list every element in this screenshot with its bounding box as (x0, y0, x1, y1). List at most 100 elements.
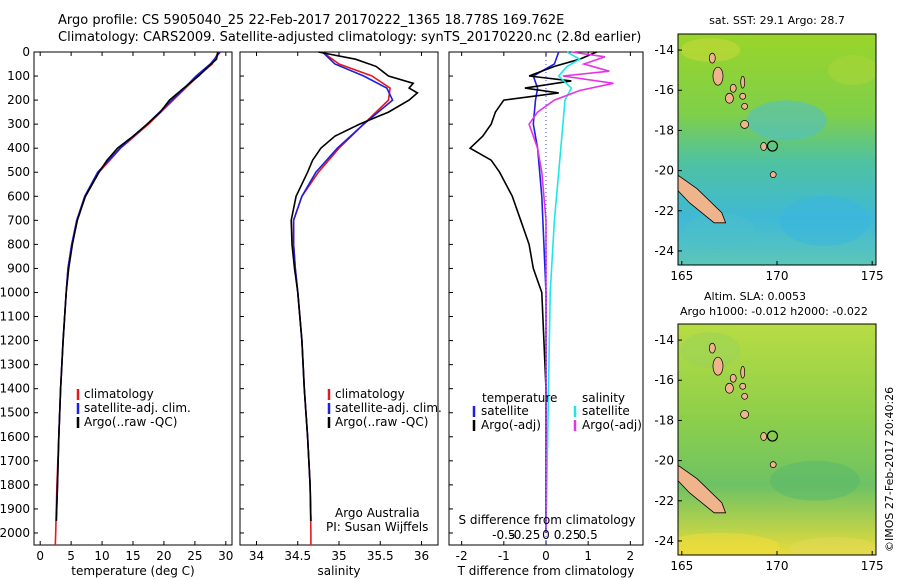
x-tick-label-difference: 1 (584, 549, 592, 563)
island-vanuatu (708, 342, 716, 354)
legend-label-temperature: satellite-adj. clim. (84, 401, 191, 415)
map-title-line-2-sla_map: Argo h1000: -0.012 h2000: -0.022 (680, 305, 868, 318)
map-texture-blob (779, 195, 870, 246)
map-x-tick-label-sst_map: 165 (670, 269, 693, 283)
map-texture-blob (789, 536, 876, 555)
map-y-tick-label-sla_map: -22 (654, 494, 674, 508)
x-axis-label-difference: T difference from climatology (457, 564, 635, 578)
secondary-tick-label-difference: 0.5 (579, 528, 598, 542)
x-tick-label-salinity: 35.5 (367, 549, 394, 563)
legend-label-temperature: Argo(..raw -QC) (84, 415, 177, 429)
y-tick-label: 1400 (0, 382, 30, 396)
x-tick-label-temperature: 20 (156, 549, 171, 563)
island-vanuatu (760, 142, 768, 151)
map-texture-blob (684, 212, 755, 249)
island-vanuatu (740, 120, 749, 129)
map-texture-blob (678, 532, 780, 555)
island-vanuatu (725, 92, 734, 104)
y-tick-label: 0 (22, 45, 30, 59)
y-tick-label: 1900 (0, 502, 30, 516)
map-x-tick-label-sla_map: 165 (670, 559, 693, 573)
y-tick-label: 400 (7, 141, 30, 155)
y-tick-label: 1600 (0, 430, 30, 444)
x-tick-label-difference: -2 (456, 549, 468, 563)
map-title-line-1-sla_map: Altim. SLA: 0.0053 (704, 290, 806, 303)
x-tick-label-temperature: 5 (67, 549, 75, 563)
x-tick-label-temperature: 30 (218, 549, 233, 563)
map-texture-blob (746, 100, 827, 141)
y-tick-label: 600 (7, 189, 30, 203)
annotation-pi: PI: Susan Wijffels (326, 520, 428, 534)
legend-label-salinity: satellite-adj. clim. (335, 401, 442, 415)
x-tick-label-difference: 2 (627, 549, 635, 563)
map-y-tick-label-sla_map: -16 (654, 373, 674, 387)
map-features-sst_map (678, 38, 876, 249)
y-tick-label: 1300 (0, 358, 30, 372)
legend-label-t: Argo(-adj) (481, 418, 541, 432)
x-tick-label-temperature: 10 (94, 549, 109, 563)
header-line-2: Climatology: CARS2009. Satellite-adjuste… (58, 30, 642, 45)
secondary-tick-label-difference: 0 (542, 528, 550, 542)
island-vanuatu (769, 171, 777, 178)
copyright-timestamp: ©IMOS 27-Feb-2017 20:40:26 (883, 387, 896, 552)
map-title-sst_map: sat. SST: 29.1 Argo: 28.7 (709, 14, 845, 27)
island-vanuatu (760, 432, 768, 441)
island-vanuatu (740, 410, 749, 419)
y-tick-label: 700 (7, 213, 30, 227)
secondary-tick-label-difference: -0.5 (492, 528, 515, 542)
series-line-difference-2 (545, 51, 582, 534)
legend-label-salinity: climatology (335, 387, 405, 401)
map-texture-blob (828, 55, 876, 86)
legend-title-temperature: temperature (482, 391, 557, 405)
x-tick-label-salinity: 36 (414, 549, 429, 563)
x-tick-label-temperature: 0 (36, 549, 44, 563)
legend-label-t: satellite (481, 404, 529, 418)
y-tick-label: 1800 (0, 478, 30, 492)
x-axis-top-label-difference: S difference from climatology (459, 513, 636, 527)
legend-label-temperature: climatology (84, 387, 154, 401)
island-new-caledonia (678, 174, 727, 224)
island-vanuatu (729, 83, 737, 93)
x-tick-label-difference: 0 (542, 549, 550, 563)
map-texture-blob (680, 38, 741, 63)
island-vanuatu (712, 66, 724, 86)
y-tick-label: 500 (7, 165, 30, 179)
island-vanuatu (739, 382, 747, 390)
annotation-institution: Argo Australia (335, 506, 420, 520)
map-y-tick-label-sla_map: -24 (654, 534, 674, 548)
argo-float-marker-sla_map (766, 430, 779, 442)
island-vanuatu (708, 52, 716, 64)
series-line-temperature-0 (54, 51, 220, 546)
y-tick-label: 100 (7, 69, 30, 83)
y-tick-label: 900 (7, 261, 30, 275)
plot-frame-temperature (33, 51, 233, 546)
map-x-tick-label-sst_map: 170 (766, 269, 789, 283)
secondary-tick-label-difference: 0.25 (554, 528, 581, 542)
map-y-tick-label-sla_map: -20 (654, 454, 674, 468)
island-vanuatu (741, 102, 748, 110)
map-y-tick-label-sst_map: -24 (654, 244, 674, 258)
series-line-salinity-0 (292, 51, 391, 545)
x-axis-label-temperature: temperature (deg C) (71, 564, 194, 578)
series-line-temperature-2 (55, 51, 219, 522)
secondary-tick-label-difference: -0.25 (509, 528, 540, 542)
header-line-1: Argo profile: CS 5905040_25 22-Feb-2017 … (58, 13, 565, 28)
map-features-sla_map (678, 332, 876, 555)
island-vanuatu (769, 461, 777, 468)
y-tick-label: 1000 (0, 285, 30, 299)
island-vanuatu (741, 392, 748, 400)
map-y-tick-label-sla_map: -18 (654, 413, 674, 427)
y-tick-label: 300 (7, 117, 30, 131)
map-x-tick-label-sla_map: 170 (766, 559, 789, 573)
y-tick-label: 1500 (0, 406, 30, 420)
map-y-tick-label-sla_map: -14 (654, 333, 674, 347)
y-tick-label: 1700 (0, 454, 30, 468)
island-vanuatu (740, 365, 746, 379)
x-tick-label-salinity: 34.5 (284, 549, 311, 563)
map-y-tick-label-sst_map: -14 (654, 43, 674, 57)
legend-label-salinity: Argo(..raw -QC) (335, 415, 428, 429)
x-tick-label-temperature: 25 (187, 549, 202, 563)
x-axis-label-salinity: salinity (317, 564, 360, 578)
y-tick-label: 200 (7, 93, 30, 107)
